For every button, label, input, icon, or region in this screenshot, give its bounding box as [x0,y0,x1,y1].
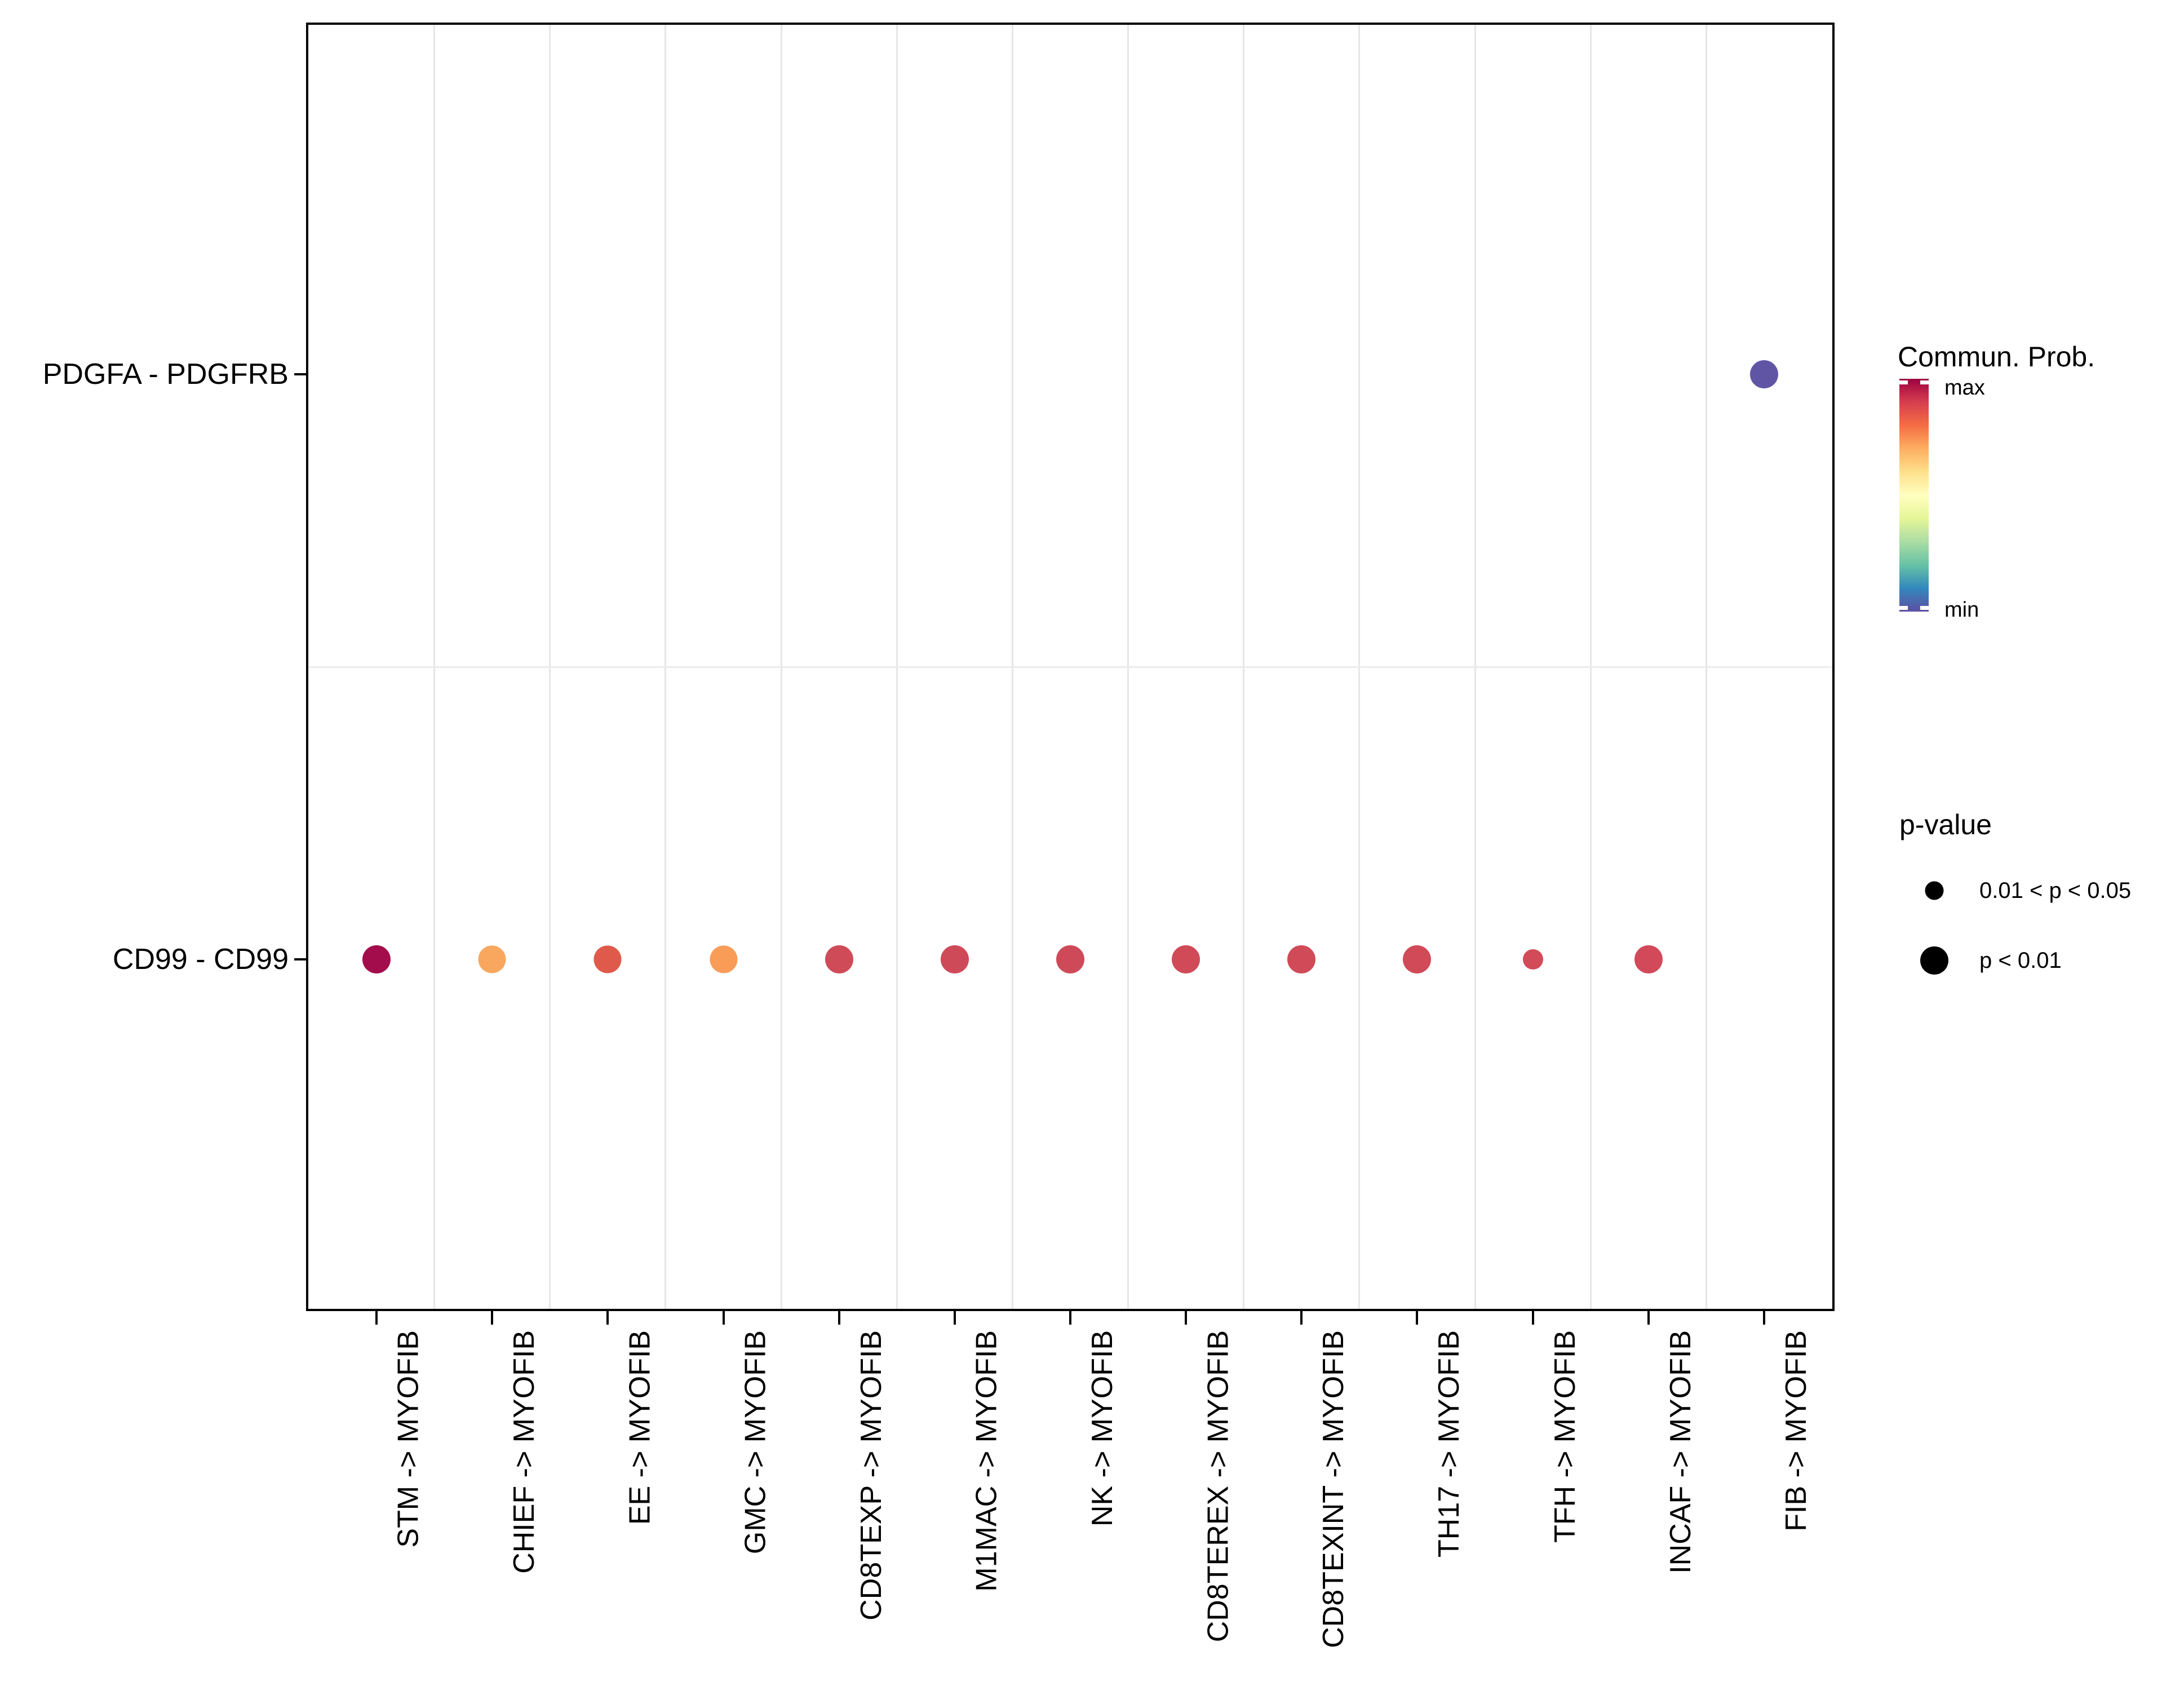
data-point [478,945,506,973]
x-axis-tick [838,1311,840,1325]
y-axis-label: CD99 - CD99 [112,942,289,976]
data-point [1287,945,1316,973]
data-point [1056,945,1084,973]
data-point [362,945,391,973]
data-point [593,945,622,973]
x-axis-tick [953,1311,956,1325]
x-axis-tick [606,1311,609,1325]
x-axis-label: TFH -> MYOFIB [1548,1330,1581,1543]
colorbar-min-tick-left [1899,606,1908,610]
colorbar-min-label: min [1944,598,1979,622]
x-axis-label: FIB -> MYOFIB [1779,1330,1813,1531]
x-axis-label: CD8TEREX -> MYOFIB [1202,1330,1235,1643]
x-axis-label: GMC -> MYOFIB [739,1330,772,1555]
x-axis-tick [1185,1311,1188,1325]
data-point [940,945,969,973]
x-axis-tick [491,1311,494,1325]
x-axis-tick [722,1311,725,1325]
data-point [1749,360,1778,389]
colorbar-title: Commun. Prob. [1898,341,2096,373]
data-point [1172,945,1200,973]
x-axis-label: CD8TEXINT -> MYOFIB [1317,1330,1350,1648]
colorbar-min-tick-right [1920,606,1929,610]
plot-panel-border [306,23,1835,1311]
pvalue-item-label: p < 0.01 [1979,948,2062,973]
y-axis-label: PDGFA - PDGFRB [42,358,289,391]
data-point [710,945,738,973]
data-point [825,945,853,973]
pvalue-small-dot-icon [1925,881,1944,900]
x-axis-label: M1MAC -> MYOFIB [970,1330,1003,1592]
pvalue-title: p-value [1899,809,1992,840]
colorbar-max-tick-left [1899,380,1908,384]
x-axis-label: INCAF -> MYOFIB [1664,1330,1697,1574]
panel-gridline-horizontal [308,666,1832,668]
x-axis-label: CHIEF -> MYOFIB [508,1330,541,1574]
x-axis-label: TH17 -> MYOFIB [1433,1330,1466,1558]
data-point [1522,949,1543,970]
x-axis-label: CD8TEXP -> MYOFIB [854,1330,888,1621]
x-axis-tick [375,1311,378,1325]
x-axis-label: NK -> MYOFIB [1086,1330,1119,1527]
pvalue-item-label: 0.01 < p < 0.05 [1979,878,2132,903]
x-axis-tick [1531,1311,1534,1325]
y-axis-tick [294,373,307,376]
data-point [1634,945,1663,973]
y-axis-tick [294,958,307,960]
colorbar [1899,379,1929,612]
x-axis-tick [1416,1311,1419,1325]
x-axis-label: EE -> MYOFIB [623,1330,657,1525]
x-axis-tick [1300,1311,1303,1325]
colorbar-max-tick-right [1920,380,1929,384]
x-axis-tick [1762,1311,1765,1325]
x-axis-label: STM -> MYOFIB [392,1330,426,1548]
colorbar-max-label: max [1944,376,1985,400]
x-axis-tick [1069,1311,1071,1325]
data-point [1403,945,1432,973]
pvalue-large-dot-icon [1920,946,1948,975]
x-axis-tick [1647,1311,1650,1325]
